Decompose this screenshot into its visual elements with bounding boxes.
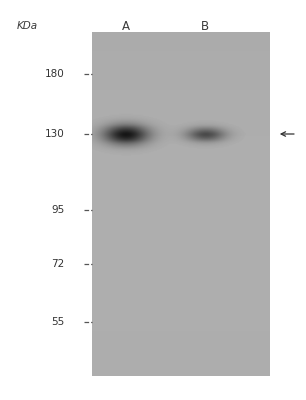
Text: 72: 72 (51, 259, 64, 269)
Text: KDa: KDa (17, 21, 38, 31)
Text: B: B (201, 20, 209, 32)
Text: A: A (121, 20, 129, 32)
Text: 95: 95 (51, 205, 64, 215)
Text: 55: 55 (51, 317, 64, 327)
Text: 180: 180 (44, 69, 64, 79)
Text: 130: 130 (44, 129, 64, 139)
